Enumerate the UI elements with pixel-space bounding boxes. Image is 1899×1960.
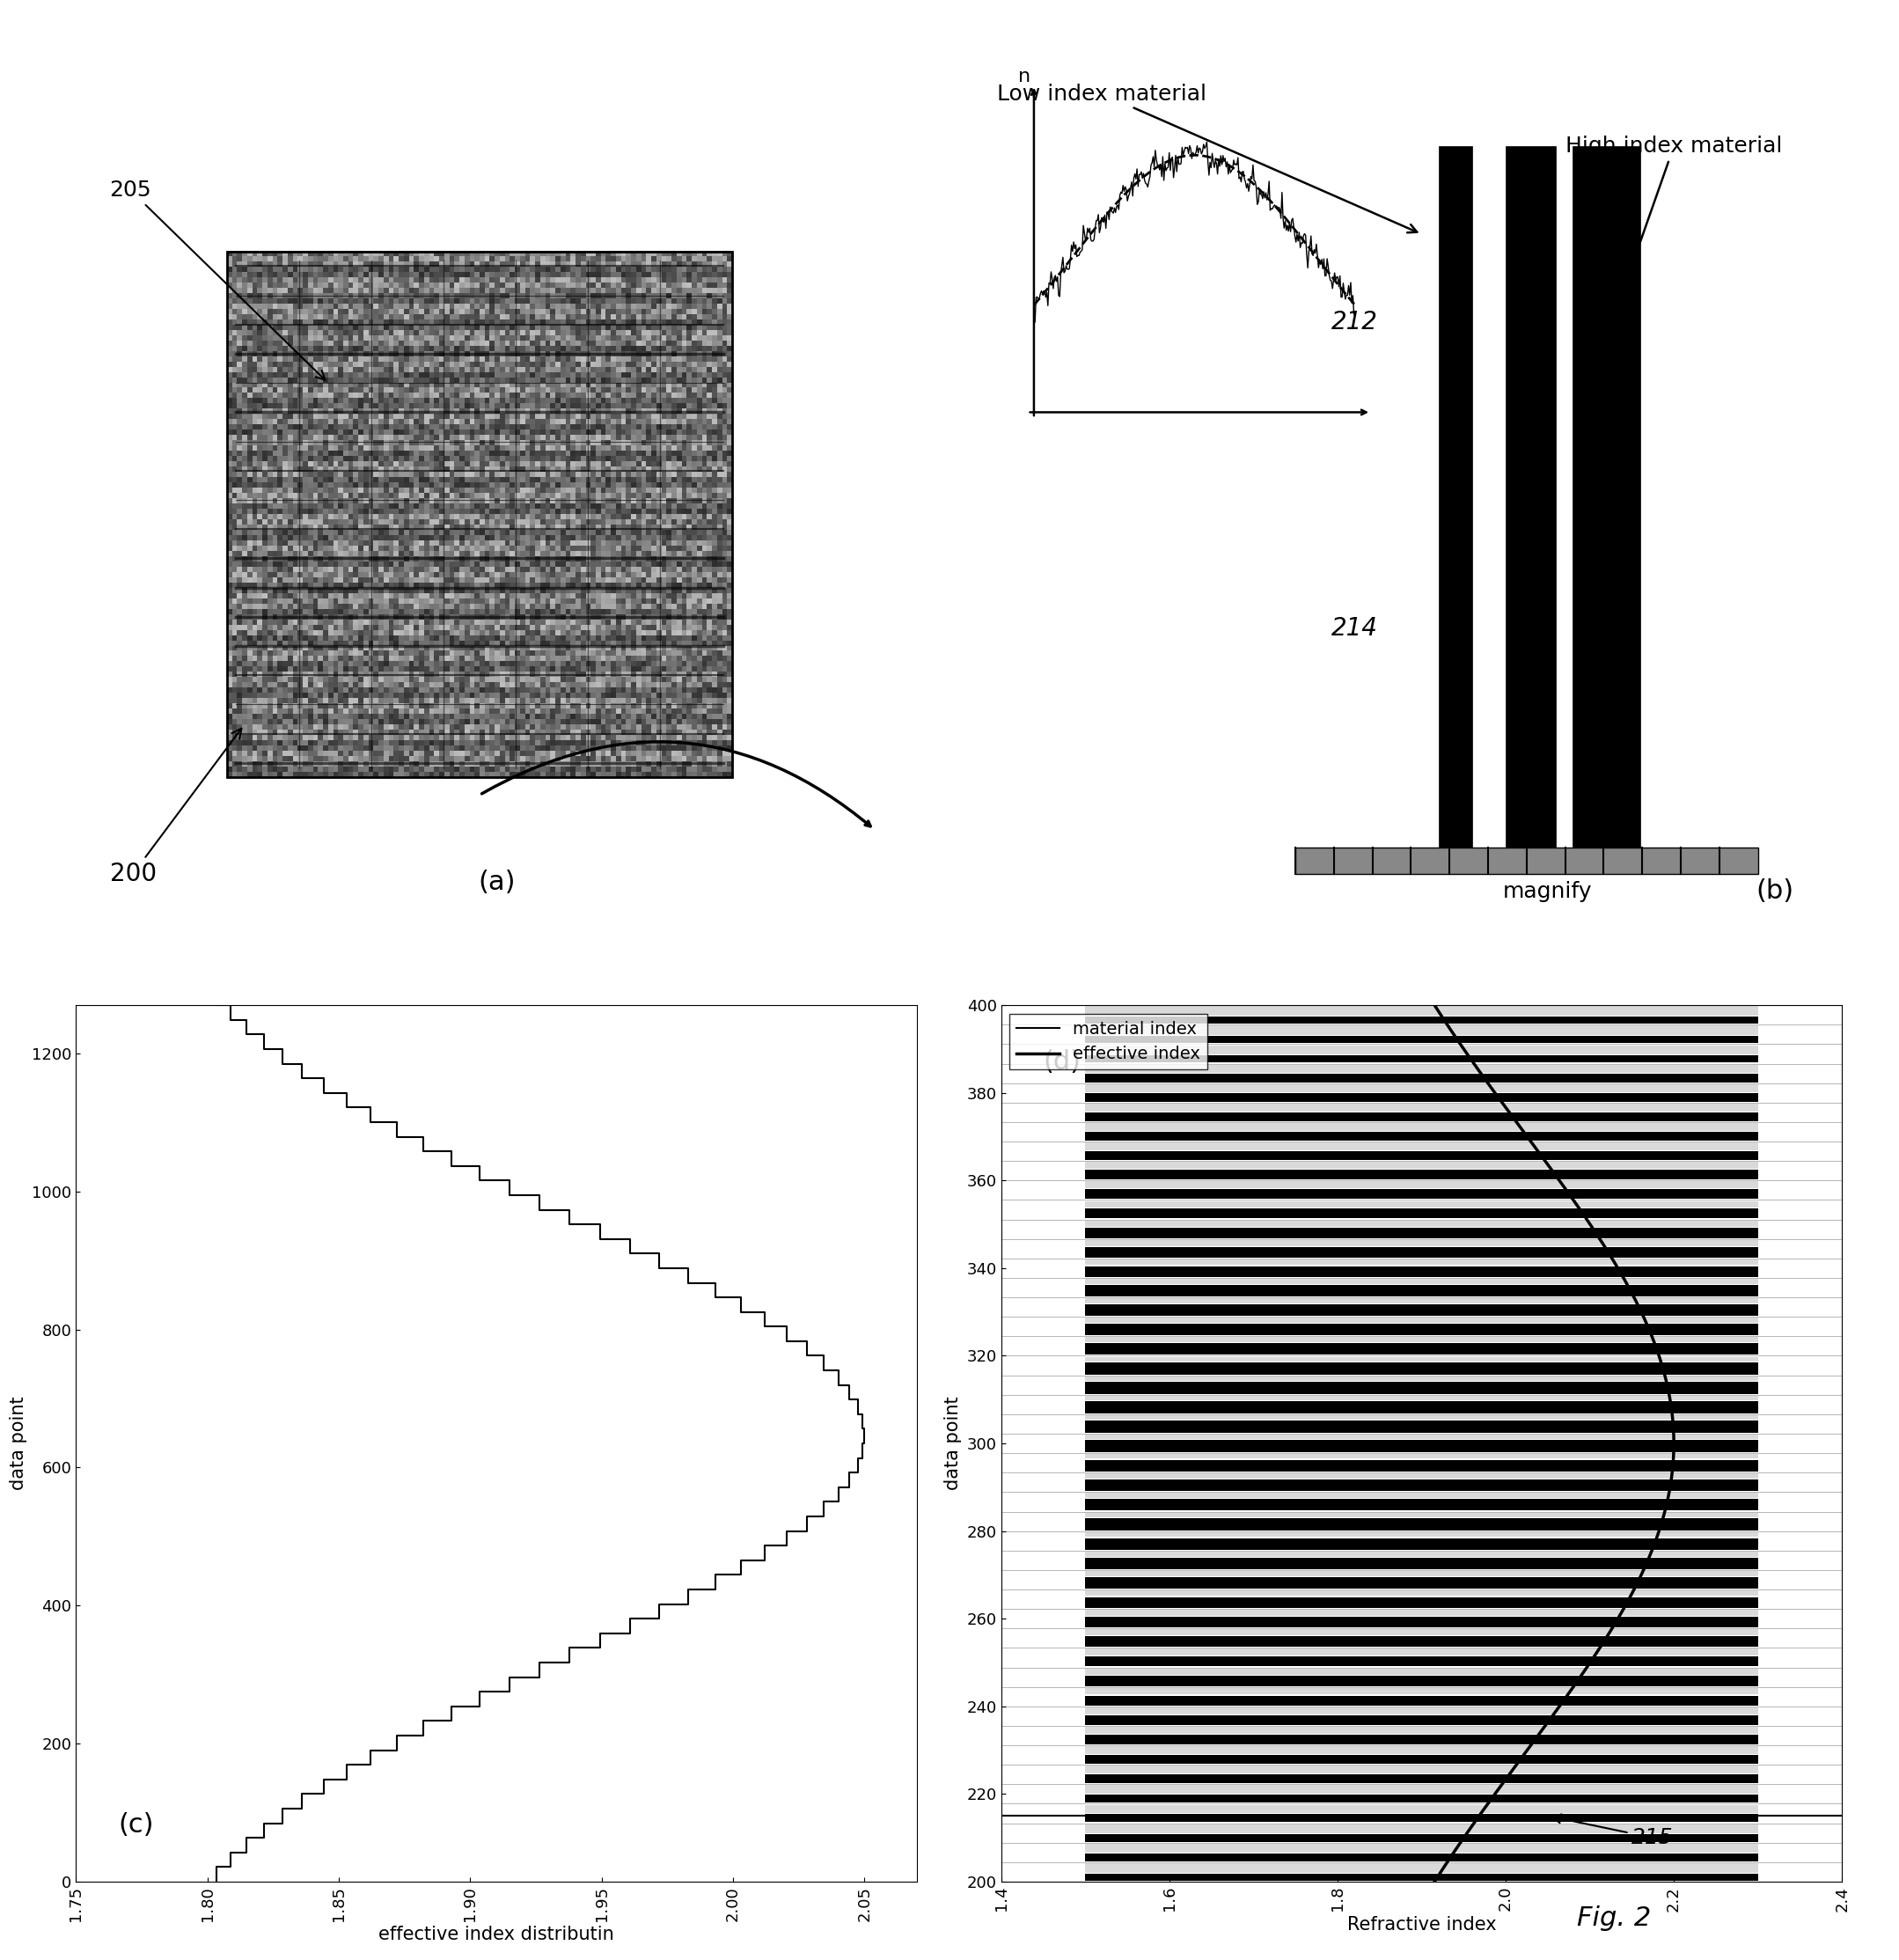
Text: 205: 205 [110, 180, 325, 380]
Text: 214: 214 [1331, 615, 1377, 641]
Text: magnify: magnify [1502, 880, 1593, 902]
Bar [1572, 147, 1641, 847]
Text: (d): (d) [1043, 1049, 1081, 1074]
X-axis label: effective index distributin: effective index distributin [378, 1927, 613, 1944]
Bar [1506, 147, 1555, 847]
Text: Low index material: Low index material [997, 82, 1417, 233]
Text: (a): (a) [479, 870, 515, 896]
Text: (c): (c) [118, 1813, 154, 1838]
Text: 215: 215 [1551, 1815, 1673, 1848]
Text: High index material: High index material [1565, 135, 1783, 404]
Bar [228, 251, 731, 778]
Text: 212: 212 [1331, 310, 1377, 333]
Bar [1295, 847, 1758, 874]
Text: (b): (b) [1757, 878, 1795, 904]
Legend: material index, effective index: material index, effective index [1010, 1013, 1208, 1070]
Bar [1438, 147, 1472, 847]
X-axis label: Refractive index: Refractive index [1346, 1917, 1496, 1935]
Text: 200: 200 [110, 729, 241, 886]
Y-axis label: data point: data point [944, 1397, 961, 1490]
Text: Fig. 2: Fig. 2 [1576, 1905, 1652, 1931]
Y-axis label: data point: data point [9, 1397, 27, 1490]
